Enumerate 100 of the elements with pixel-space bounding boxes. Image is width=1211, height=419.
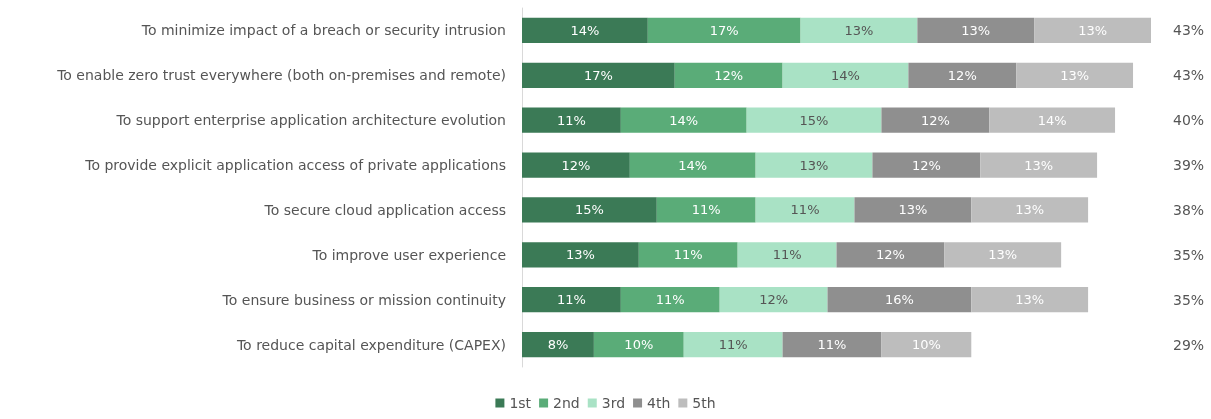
text: 43% — [1173, 22, 1205, 39]
bar — [522, 107, 621, 133]
data-label: 13% — [898, 202, 928, 218]
data-label: 12% — [759, 292, 789, 308]
y-tick-label: To reduce capital expenditure (CAPEX) — [235, 336, 506, 353]
y-tick-label: To support enterprise application architecture evolution — [115, 112, 506, 129]
bar — [522, 287, 621, 313]
bar — [980, 152, 1098, 178]
bar — [971, 197, 1089, 223]
legend-label: 4th — [647, 395, 671, 411]
bar — [620, 287, 720, 313]
bar — [522, 197, 657, 223]
legend-label: 1st — [509, 395, 532, 411]
data-label: 13% — [1060, 67, 1090, 83]
data-label: 13% — [844, 22, 874, 38]
data-label: 13% — [988, 247, 1018, 263]
data-label: 8% — [547, 337, 569, 353]
data-label: 12% — [911, 157, 941, 173]
data-label: 12% — [875, 247, 905, 263]
data-label: 10% — [624, 337, 654, 353]
bar — [638, 242, 738, 268]
data-label: 11% — [817, 337, 847, 353]
data-label: 11% — [556, 112, 586, 128]
data-label: 13% — [799, 157, 829, 173]
data-label: 11% — [790, 202, 820, 218]
bar — [989, 107, 1116, 133]
bar — [647, 17, 801, 43]
bar — [917, 17, 1035, 43]
bar — [944, 242, 1062, 268]
data-label: 15% — [574, 202, 604, 218]
data-label: 14% — [831, 67, 860, 83]
text: 40% — [1173, 112, 1205, 129]
legend-label: 2nd — [553, 395, 580, 411]
data-label: 13% — [1015, 292, 1045, 308]
bar — [656, 197, 756, 223]
bar — [522, 17, 648, 43]
bar — [881, 107, 990, 133]
data-label: 17% — [583, 67, 613, 83]
data-label: 12% — [561, 157, 591, 173]
data-label: 14% — [570, 22, 600, 38]
data-label: 13% — [961, 22, 991, 38]
bar — [782, 62, 909, 88]
bar — [620, 107, 747, 133]
y-tick-label: To provide explicit application access of private applications — [84, 157, 506, 174]
text: 29% — [1173, 336, 1205, 353]
text: 35% — [1173, 291, 1205, 308]
data-label: 10% — [911, 337, 941, 353]
bar — [719, 287, 828, 313]
data-label: 16% — [884, 292, 914, 308]
bar — [755, 197, 855, 223]
bar — [737, 242, 837, 268]
bar — [1034, 17, 1151, 43]
bar — [522, 62, 675, 88]
legend-label: 3rd — [601, 395, 626, 411]
data-label: 14% — [669, 112, 699, 128]
data-label: 14% — [1037, 112, 1067, 128]
bar — [854, 197, 972, 223]
bar — [827, 287, 972, 313]
data-label: 11% — [691, 202, 721, 218]
bar — [1016, 62, 1134, 88]
data-label: 11% — [556, 292, 586, 308]
bar — [522, 152, 630, 178]
data-label: 15% — [799, 112, 829, 128]
bar — [836, 242, 945, 268]
data-label: 11% — [673, 247, 703, 263]
bar — [881, 332, 972, 358]
text: 39% — [1173, 157, 1205, 174]
data-label: 12% — [714, 67, 744, 83]
y-tick-label: To improve user experience — [311, 246, 506, 263]
data-label: 17% — [709, 22, 739, 38]
bar — [800, 17, 918, 43]
bar — [908, 62, 1017, 88]
bar — [593, 332, 684, 358]
bar — [683, 332, 783, 358]
data-label: 13% — [1078, 22, 1108, 38]
y-tick-label: To minimize impact of a breach or security intrusion — [140, 22, 506, 39]
data-label: 11% — [718, 337, 748, 353]
bar — [782, 332, 882, 358]
text: 38% — [1173, 201, 1205, 218]
data-label: 14% — [678, 157, 708, 173]
bar — [522, 242, 639, 268]
bar — [872, 152, 981, 178]
data-label: 13% — [565, 247, 595, 263]
bar — [746, 107, 882, 133]
data-label: 12% — [920, 112, 950, 128]
text: 43% — [1173, 67, 1205, 84]
y-tick-label: To enable zero trust everywhere (both on-premises and remote) — [56, 67, 506, 84]
bar — [971, 287, 1089, 313]
data-label: 11% — [772, 247, 802, 263]
y-tick-label: To secure cloud application access — [263, 201, 506, 218]
data-label: 13% — [1015, 202, 1045, 218]
text: 35% — [1173, 246, 1205, 263]
data-label: 13% — [1024, 157, 1054, 173]
data-label: 11% — [655, 292, 685, 308]
bar — [755, 152, 873, 178]
legend-label: 5th — [692, 395, 716, 411]
y-tick-label: To ensure business or mission continuity — [221, 291, 506, 308]
bar — [629, 152, 756, 178]
data-label: 12% — [947, 67, 977, 83]
bar — [522, 332, 594, 358]
